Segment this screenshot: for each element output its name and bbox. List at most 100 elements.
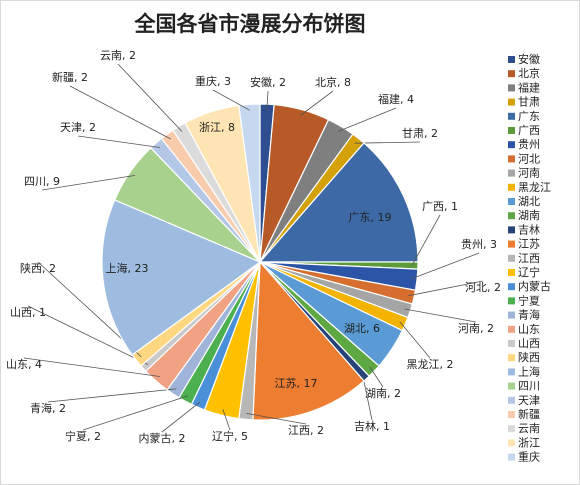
legend-swatch xyxy=(508,169,515,177)
data-label: 黑龙江, 2 xyxy=(407,358,454,371)
pie-slice xyxy=(238,103,261,263)
legend-swatch xyxy=(508,141,515,149)
data-label: 吉林, 1 xyxy=(354,419,390,433)
legend-entry: 浙江 xyxy=(518,436,540,449)
data-label: 重庆, 3 xyxy=(195,74,231,88)
legend-entry: 河南 xyxy=(518,167,540,180)
legend-entry: 北京 xyxy=(518,66,540,80)
legend-entry: 黑龙江 xyxy=(518,181,551,194)
leader-line xyxy=(362,374,373,421)
data-label: 江西, 2 xyxy=(288,424,324,437)
leader-line xyxy=(404,308,477,323)
leader-line xyxy=(337,107,397,132)
data-label: 湖北, 6 xyxy=(344,322,380,335)
legend-entry: 湖北 xyxy=(518,195,540,208)
legend-entry: 江西 xyxy=(518,252,540,265)
leader-line xyxy=(27,305,148,365)
leader-line xyxy=(69,85,171,140)
legend-swatch xyxy=(508,226,515,234)
legend-entry: 上海 xyxy=(518,364,540,378)
legend-entry: 江苏 xyxy=(518,238,540,251)
legend-swatch xyxy=(508,311,515,319)
legend-entry: 宁夏 xyxy=(518,293,540,307)
legend-entry: 辽宁 xyxy=(518,265,540,279)
legend-entry: 福建 xyxy=(518,80,540,94)
legend-entry: 天津 xyxy=(518,394,540,407)
legend-swatch xyxy=(508,127,515,134)
data-label: 上海, 23 xyxy=(106,261,149,275)
data-label: 新疆, 2 xyxy=(52,70,88,84)
chart-title: 全国各省市漫展分布饼图 xyxy=(134,12,366,36)
legend-swatch xyxy=(508,453,515,461)
legend-entry: 陕西 xyxy=(518,350,540,364)
leader-line xyxy=(222,409,231,431)
pie-slice xyxy=(258,142,419,263)
legend-swatch xyxy=(508,368,515,376)
leader-line xyxy=(411,214,441,266)
leader-line xyxy=(77,135,161,148)
legend-swatch xyxy=(508,269,515,276)
data-label: 四川, 9 xyxy=(24,175,60,188)
leader-line xyxy=(161,401,201,433)
legend-swatch xyxy=(508,112,515,120)
legend-entry: 重庆 xyxy=(518,450,540,464)
data-label: 广东, 19 xyxy=(349,211,392,224)
legend-swatch xyxy=(508,340,515,347)
data-label: 青海, 2 xyxy=(30,401,66,415)
legend-swatch xyxy=(508,411,515,418)
legend-swatch xyxy=(508,439,515,447)
data-label: 江苏, 17 xyxy=(275,377,318,390)
legend-swatch xyxy=(508,396,515,404)
legend-entry: 云南 xyxy=(518,422,540,435)
data-label: 北京, 8 xyxy=(315,75,351,89)
leader-line xyxy=(82,395,189,431)
data-label: 宁夏, 2 xyxy=(65,429,101,443)
legend-entry: 四川 xyxy=(518,380,540,393)
legend-entry: 贵州 xyxy=(518,138,540,151)
data-label: 山西, 1 xyxy=(10,306,46,319)
leader-line xyxy=(41,175,136,191)
legend-swatch xyxy=(508,98,515,106)
data-label: 内蒙古, 2 xyxy=(139,431,186,445)
legend-swatch xyxy=(508,425,515,433)
data-label: 天津, 2 xyxy=(60,121,96,134)
data-label: 陕西, 2 xyxy=(20,261,56,275)
data-label: 安徽, 2 xyxy=(250,75,286,89)
legend-swatch xyxy=(508,70,515,78)
leader-line xyxy=(354,141,421,144)
legend-swatch xyxy=(508,183,515,191)
data-label: 甘肃, 2 xyxy=(402,127,438,140)
data-label: 辽宁, 5 xyxy=(212,429,248,443)
leader-line xyxy=(300,90,334,116)
legend-swatch xyxy=(508,240,515,248)
legend-swatch xyxy=(508,84,515,92)
leader-line xyxy=(23,357,161,377)
data-label: 贵州, 3 xyxy=(461,238,497,251)
legend-entry: 河北 xyxy=(518,152,540,165)
leader-line xyxy=(246,413,307,425)
leader-line xyxy=(369,366,384,388)
legend-entry: 内蒙古 xyxy=(518,279,551,293)
legend-swatch xyxy=(508,297,515,305)
leader-line xyxy=(266,90,269,111)
legend-entry: 安徽 xyxy=(518,52,540,66)
legend-entry: 山西 xyxy=(518,337,540,350)
leader-line xyxy=(410,252,480,280)
data-label: 云南, 2 xyxy=(100,49,136,62)
legend-swatch xyxy=(508,198,515,205)
legend-swatch xyxy=(508,325,515,333)
legend-entry: 甘肃 xyxy=(518,96,540,109)
data-label: 广西, 1 xyxy=(422,200,458,213)
legend-swatch xyxy=(508,382,515,390)
pie-slice xyxy=(252,260,365,421)
legend-entry: 湖南 xyxy=(518,209,540,222)
legend-entry: 广西 xyxy=(518,124,540,137)
legend-swatch xyxy=(508,254,515,262)
leader-line xyxy=(408,280,484,297)
leader-line xyxy=(212,89,250,111)
legend-entry: 广东 xyxy=(518,110,540,123)
leader-line xyxy=(47,388,177,403)
legend-entry: 新疆 xyxy=(518,407,540,421)
leader-line xyxy=(399,321,431,359)
